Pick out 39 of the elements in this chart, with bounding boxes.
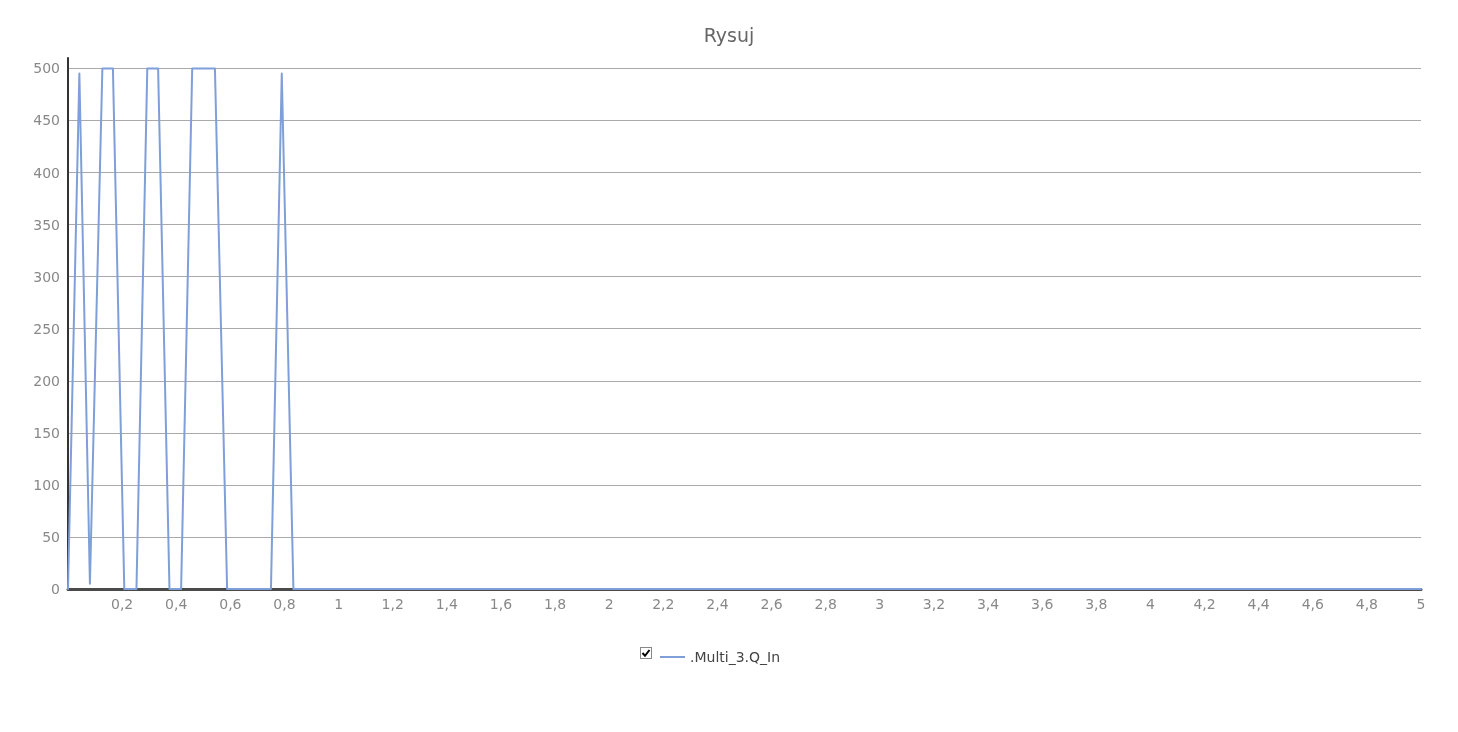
x-tick-label: 1,8 xyxy=(543,596,567,612)
x-tick-label: 0,6 xyxy=(219,596,242,612)
x-tick-label: 2,6 xyxy=(760,596,783,612)
x-tick-label: 0,2 xyxy=(110,596,134,612)
x-tick-label: 3,2 xyxy=(922,596,946,612)
y-tick-label: 50 xyxy=(42,528,60,545)
line-series xyxy=(67,67,1422,590)
x-tick-label: 4,8 xyxy=(1355,596,1379,612)
y-tick-label: 200 xyxy=(33,372,60,389)
x-tick-label: 4 xyxy=(1145,596,1155,612)
x-tick-label: 1,4 xyxy=(435,596,459,612)
y-tick-label: 150 xyxy=(33,424,60,441)
y-tick-label: 250 xyxy=(33,320,60,337)
chart-title: Rysuj xyxy=(703,23,755,46)
x-tick-label: 0,8 xyxy=(273,596,296,612)
legend-label: .Multi_3.Q_In xyxy=(690,649,781,665)
y-tick-label: 100 xyxy=(33,476,60,493)
x-tick-label: 2,8 xyxy=(814,596,837,612)
x-tick-label: 4,4 xyxy=(1247,596,1270,612)
x-tick-label: 2,2 xyxy=(652,596,675,612)
y-tick-label: 400 xyxy=(33,164,60,181)
x-tick-label: 5 xyxy=(1416,596,1426,612)
x-tick-label: 1 xyxy=(334,596,344,612)
x-tick-label: 4,6 xyxy=(1301,596,1324,612)
x-tick-label: 2 xyxy=(604,596,614,612)
x-tick-label: 3,6 xyxy=(1031,596,1054,612)
y-tick-label: 0 xyxy=(51,581,60,597)
x-tick-label: 3,8 xyxy=(1085,596,1108,612)
y-tick-label: 350 xyxy=(33,216,60,233)
x-tick-label: 0,4 xyxy=(165,596,188,612)
x-tick-label: 3,4 xyxy=(976,596,1000,612)
y-tick-label: 500 xyxy=(33,60,60,77)
y-tick-label: 450 xyxy=(33,112,60,129)
y-tick-label: 300 xyxy=(33,268,60,285)
x-tick-label: 3 xyxy=(875,596,885,612)
x-tick-label: 2,4 xyxy=(706,596,729,612)
x-tick-label: 4,2 xyxy=(1193,596,1216,612)
x-tick-label: 1,2 xyxy=(381,596,404,612)
x-tick-label: 1,6 xyxy=(489,596,513,612)
